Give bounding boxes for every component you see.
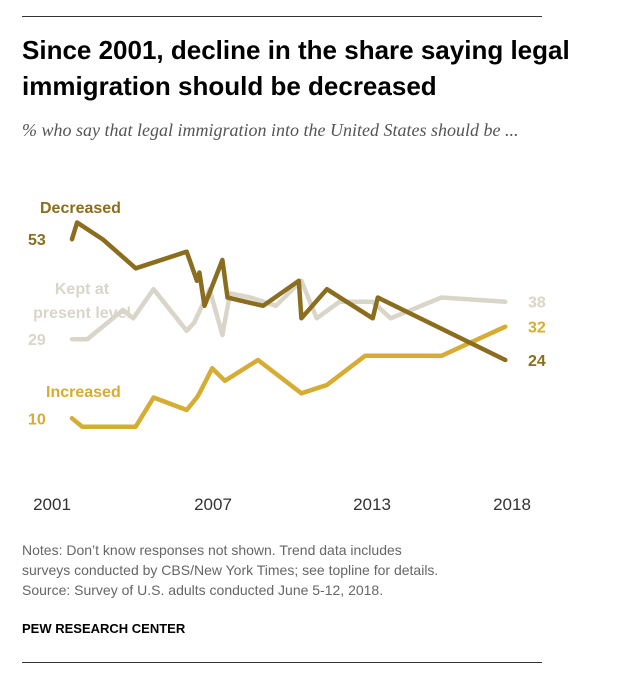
source-line: Source: Survey of U.S. adults conducted …: [22, 582, 384, 598]
start-value-label: 29: [28, 332, 46, 349]
end-value-label: 24: [528, 353, 546, 370]
x-tick-label: 2007: [194, 495, 232, 514]
chart-notes: Notes: Don’t know responses not shown. T…: [22, 540, 582, 600]
chart-subtitle: % who say that legal immigration into th…: [22, 120, 519, 140]
series-layer: [69, 220, 508, 429]
top-rule: [22, 16, 542, 17]
series-line-increased: [69, 324, 508, 429]
notes-line: Notes: Don’t know responses not shown. T…: [22, 542, 402, 558]
start-value-label: 10: [28, 411, 46, 428]
series-label-increased: Increased: [46, 384, 121, 401]
end-value-label: 32: [528, 320, 546, 337]
x-axis: 2001 2007 2013 2018: [33, 495, 531, 514]
source-org: PEW RESEARCH CENTER: [22, 621, 186, 636]
series-line-kept: [69, 278, 508, 342]
chart-title: Since 2001, decline in the share saying …: [22, 35, 570, 101]
notes-line: surveys conducted by CBS/New York Times;…: [22, 562, 439, 578]
x-tick-label: 2013: [353, 495, 391, 514]
line-chart: 53 24 29 38 10 32 Decreased Kept at present leve…: [28, 200, 546, 514]
bottom-rule: [22, 662, 542, 663]
x-tick-label: 2001: [33, 495, 71, 514]
series-label-kept: Kept at: [55, 281, 110, 298]
x-tick-label: 2018: [493, 495, 531, 514]
end-value-label: 38: [528, 295, 546, 312]
series-label-kept: present level: [33, 305, 131, 322]
series-label-decreased: Decreased: [40, 200, 121, 217]
series-line-decreased: [69, 220, 508, 363]
start-value-label: 53: [28, 232, 46, 249]
label-layer: 53 24 29 38 10 32 Decreased Kept at present leve…: [28, 200, 546, 428]
